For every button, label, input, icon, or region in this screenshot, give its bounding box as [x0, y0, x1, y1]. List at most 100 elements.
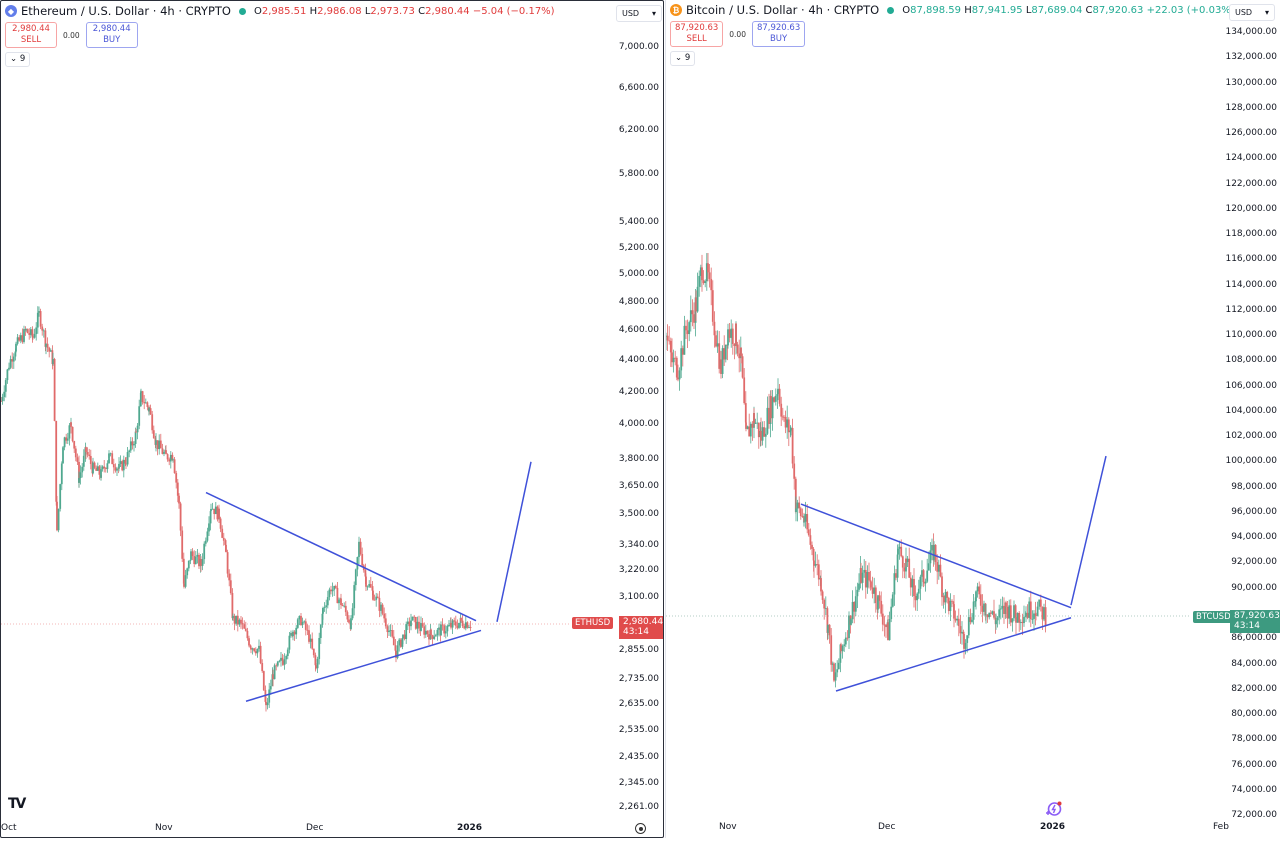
time-axis-label: Feb [1213, 822, 1229, 832]
price-axis-label: 96,000.00 [1231, 506, 1277, 517]
btc-legend: ₿ Bitcoin / U.S. Dollar · 4h · CRYPTO O8… [670, 3, 1235, 17]
price-axis-label: 130,000.00 [1225, 77, 1277, 88]
currency-value: USD [622, 9, 640, 18]
eth-indicators-toggle[interactable]: ⌄ 9 [5, 52, 31, 67]
ethereum-icon: ◆ [5, 5, 17, 17]
eth-last-price-tag: 2,980.44 43:14 [619, 616, 664, 639]
eth-legend: ◆ Ethereum / U.S. Dollar · 4h · CRYPTO O… [5, 4, 555, 18]
trendline-projection[interactable] [496, 461, 532, 622]
eth-trade-buttons: 2,980.44 SELL 0.00 2,980.44 BUY [5, 22, 138, 48]
price-axis-label: 3,500.00 [618, 509, 659, 519]
eth-chart-panel[interactable]: ◆ Ethereum / U.S. Dollar · 4h · CRYPTO O… [0, 0, 664, 838]
price-axis-label: 120,000.00 [1225, 203, 1277, 214]
time-axis-label: Nov [155, 823, 173, 833]
price-axis-label: 102,000.00 [1225, 431, 1277, 442]
time-axis-label: Nov [719, 822, 737, 832]
eth-spread: 0.00 [63, 30, 80, 40]
trendline-lower[interactable] [245, 629, 482, 702]
btc-currency-select[interactable]: USD ▾ [1229, 4, 1275, 21]
time-axis-label: 2026 [1040, 822, 1066, 832]
buy-price: 2,980.44 [92, 24, 131, 34]
price-axis-label: 118,000.00 [1225, 229, 1277, 240]
trendline-upper[interactable] [205, 491, 477, 622]
market-open-status-icon [238, 7, 246, 15]
price-axis-label: 100,000.00 [1225, 456, 1277, 467]
settings-icon[interactable] [635, 823, 646, 834]
trendline-lower[interactable] [835, 617, 1072, 692]
price-axis-label: 80,000.00 [1231, 709, 1277, 720]
price-axis-label: 2,345.00 [618, 778, 659, 788]
price-axis-label: 78,000.00 [1231, 734, 1277, 745]
eth-currency-select[interactable]: USD ▾ [616, 5, 662, 22]
price-axis-label: 2,735.00 [618, 674, 659, 684]
price-axis-label: 2,435.00 [618, 752, 659, 762]
btc-symbol-title[interactable]: Bitcoin / U.S. Dollar · 4h · CRYPTO [686, 3, 880, 17]
btc-ohlc-values: O87,898.59 H87,941.95 L87,689.04 C87,920… [902, 4, 1235, 16]
price-axis-label: 5,400.00 [618, 217, 659, 227]
price-axis-label: 3,100.00 [618, 592, 659, 602]
bitcoin-icon: ₿ [670, 4, 682, 16]
price-axis-label: 122,000.00 [1225, 178, 1277, 189]
price-axis-label: 114,000.00 [1225, 279, 1277, 290]
last-price: 87,920.63 [1234, 611, 1280, 621]
last-price: 2,980.44 [623, 617, 664, 627]
price-axis-label: 90,000.00 [1231, 582, 1277, 593]
price-axis-label: 72,000.00 [1231, 810, 1277, 821]
trendline-projection[interactable] [1070, 455, 1107, 606]
trendline-upper[interactable] [800, 503, 1072, 609]
price-axis-label: 94,000.00 [1231, 532, 1277, 543]
price-axis-label: 2,535.00 [618, 725, 659, 735]
eth-candlestick-chart[interactable] [1, 1, 664, 838]
price-axis-label: 106,000.00 [1225, 380, 1277, 391]
price-axis-label: 126,000.00 [1225, 128, 1277, 139]
btc-candlestick-chart[interactable] [666, 0, 1280, 838]
time-axis-label: Oct [1, 823, 17, 833]
price-axis-label: 6,200.00 [618, 125, 659, 135]
btc-buy-button[interactable]: 87,920.63 BUY [751, 21, 806, 47]
eth-sell-button[interactable]: 2,980.44 SELL [5, 22, 57, 48]
sell-price: 87,920.63 [675, 23, 719, 33]
eth-symbol-title[interactable]: Ethereum / U.S. Dollar · 4h · CRYPTO [21, 4, 231, 18]
buy-label: BUY [769, 34, 788, 44]
price-axis-label: 84,000.00 [1231, 658, 1277, 669]
bar-countdown: 43:14 [1234, 621, 1260, 631]
price-axis-label: 132,000.00 [1225, 52, 1277, 63]
price-axis-label: 3,650.00 [618, 481, 659, 491]
currency-value: USD [1235, 8, 1253, 17]
buy-label: BUY [103, 35, 121, 45]
price-axis-label: 4,600.00 [618, 325, 659, 335]
price-axis-label: 4,000.00 [618, 419, 659, 429]
price-axis-label: 5,200.00 [618, 243, 659, 253]
sell-label: SELL [686, 34, 707, 44]
eth-symbol-tag: ETHUSD [572, 617, 614, 629]
btc-indicators-toggle[interactable]: ⌄ 9 [670, 51, 696, 66]
btc-sell-button[interactable]: 87,920.63 SELL [670, 21, 724, 47]
eth-buy-button[interactable]: 2,980.44 BUY [85, 22, 138, 48]
price-axis-label: 112,000.00 [1225, 304, 1277, 315]
price-axis-label: 2,855.00 [618, 645, 659, 655]
price-axis-label: 2,261.00 [618, 802, 659, 812]
tradingview-logo[interactable]: TV [8, 796, 26, 812]
chevron-down-icon: ▾ [651, 9, 656, 18]
price-axis-label: 7,000.00 [618, 42, 659, 52]
price-axis-label: 6,600.00 [618, 83, 659, 93]
bar-countdown: 43:14 [623, 627, 649, 637]
price-axis-label: 74,000.00 [1231, 784, 1277, 795]
btc-trade-buttons: 87,920.63 SELL 0.00 87,920.63 BUY [670, 21, 806, 47]
price-axis-label: 98,000.00 [1231, 481, 1277, 492]
btc-last-price-tag: 87,920.63 43:14 [1230, 610, 1280, 633]
ai-assistant-icon[interactable] [1046, 801, 1062, 817]
time-axis-label: Dec [878, 822, 896, 832]
price-axis-label: 4,200.00 [618, 387, 659, 397]
sell-price: 2,980.44 [12, 24, 50, 34]
time-axis-label: Dec [306, 823, 324, 833]
price-axis-label: 5,800.00 [618, 169, 659, 179]
sell-label: SELL [20, 35, 42, 45]
btc-chart-panel[interactable]: ₿ Bitcoin / U.S. Dollar · 4h · CRYPTO O8… [665, 0, 1280, 838]
price-axis-label: 92,000.00 [1231, 557, 1277, 568]
price-axis-label: 108,000.00 [1225, 355, 1277, 366]
price-axis-label: 3,800.00 [618, 454, 659, 464]
price-axis-label: 134,000.00 [1225, 27, 1277, 37]
price-axis-label: 82,000.00 [1231, 683, 1277, 694]
price-axis-label: 76,000.00 [1231, 759, 1277, 770]
